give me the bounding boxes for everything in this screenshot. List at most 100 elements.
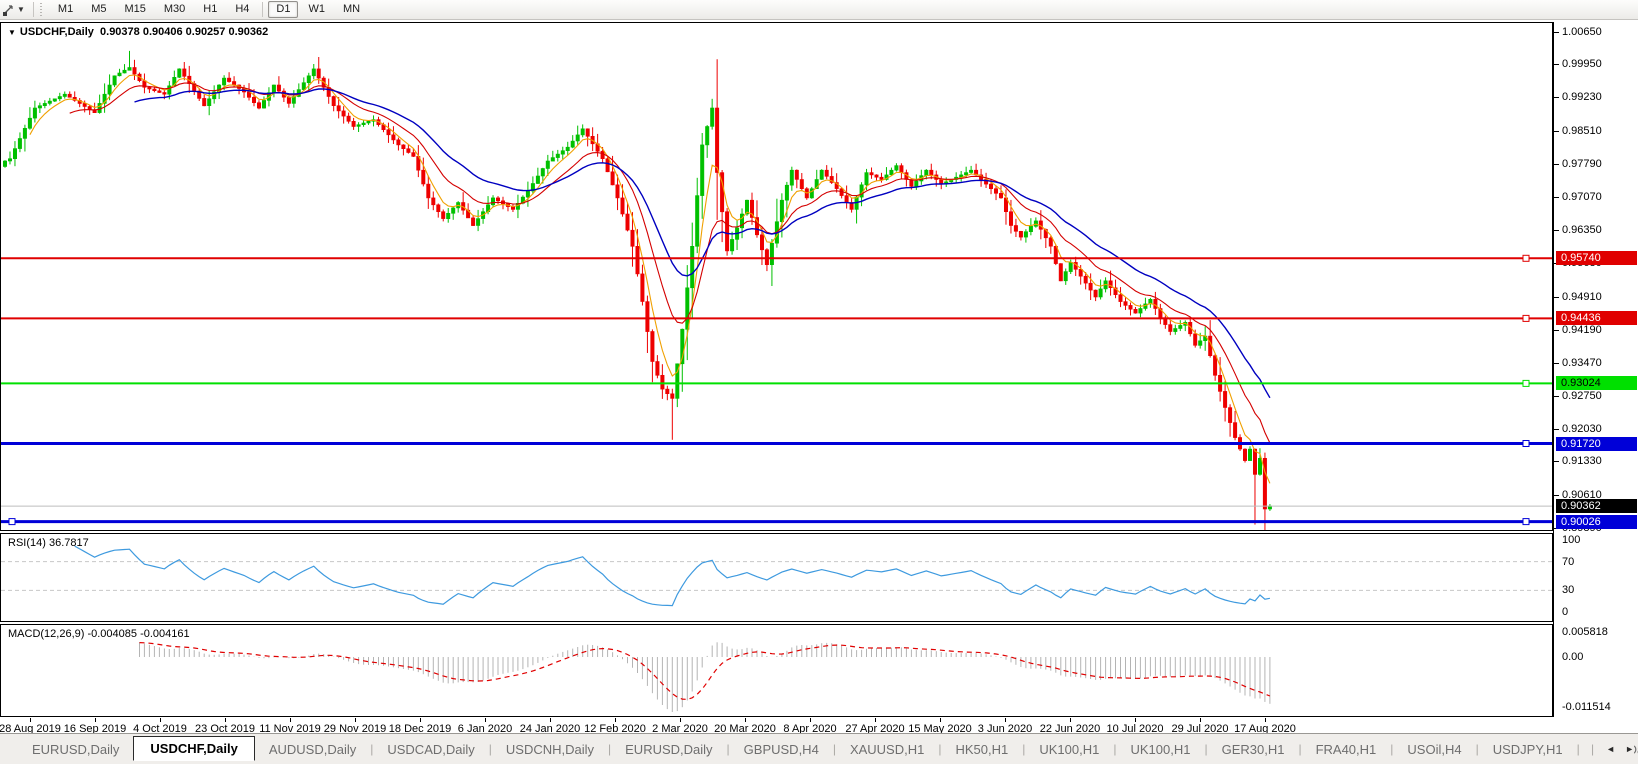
price-tick-mark [1554, 429, 1559, 430]
time-tick-label: 12 Feb 2020 [584, 723, 646, 735]
chart-tab-usdcnh-daily[interactable]: USDCNH,Daily [505, 741, 595, 757]
chart-tab-audusd-daily[interactable]: AUDUSD,Daily [268, 741, 357, 757]
chart-tab-fra40-h1[interactable]: FRA40,H1 [1315, 741, 1377, 757]
time-tick-mark [875, 718, 876, 722]
price-tick-mark [1554, 297, 1559, 298]
timeframe-button-mn[interactable]: MN [342, 3, 361, 15]
timeframe-button-w1[interactable]: W1 [308, 3, 325, 15]
price-tick-label: 0.93470 [1562, 357, 1602, 369]
price-tick-mark [1554, 64, 1559, 65]
timeframe-button-h4[interactable]: H4 [235, 3, 250, 15]
tab-separator: | [1022, 742, 1026, 756]
time-tick-mark [1265, 718, 1266, 722]
hline-handle[interactable] [1522, 379, 1530, 387]
price-tick-mark [1554, 197, 1559, 198]
rsi-indicator-pane[interactable]: RSI(14) 36.7817 [0, 533, 1553, 622]
macd-indicator-pane[interactable]: MACD(12,26,9) -0.004085 -0.004161 [0, 624, 1553, 717]
macd-axis-label: 0.00 [1562, 651, 1584, 663]
hline-handle[interactable] [1522, 518, 1530, 526]
chart-tab-eurusd-daily[interactable]: EURUSD,Daily [32, 741, 120, 757]
timeframe-button-m5[interactable]: M5 [91, 3, 107, 15]
crosshair-cursor-tool-icon[interactable] [0, 2, 16, 17]
cursor-tool-dropdown-caret-icon[interactable]: ▼ [17, 5, 25, 14]
time-tick-label: 3 Jun 2020 [977, 723, 1033, 735]
time-tick-mark [1200, 718, 1201, 722]
crosshair-cursor-glyph [2, 5, 13, 16]
time-tick-mark [615, 718, 616, 722]
price-level-badge-0.95740: 0.95740 [1556, 251, 1637, 265]
chart-tab-uk100-h1[interactable]: UK100,H1 [1130, 741, 1191, 757]
chart-tab-xauusd-h1[interactable]: XAUUSD,H1 [849, 741, 925, 757]
price-chart-canvas[interactable] [1, 23, 1552, 530]
time-tick-mark [680, 718, 681, 722]
time-tick-mark [95, 718, 96, 722]
chart-tab-usoil-h4[interactable]: USOil,H4 [1407, 741, 1462, 757]
price-tick-label: 0.99230 [1562, 91, 1602, 103]
rsi-axis-label: 100 [1562, 534, 1581, 546]
hline-handle[interactable] [1522, 440, 1530, 447]
time-tick-mark [550, 718, 551, 722]
tab-separator: | [1298, 742, 1302, 756]
timeframe-button-m15[interactable]: M15 [124, 3, 146, 15]
tab-separator: | [1390, 742, 1394, 756]
hline-handle[interactable] [1522, 314, 1530, 322]
macd-axis-label: 0.005818 [1562, 626, 1608, 638]
chart-ohlc-values: 0.90378 0.90406 0.90257 0.90362 [100, 26, 269, 38]
toolbar-separator [32, 2, 34, 17]
tab-scroll-left-icon[interactable]: ◄ [1606, 744, 1616, 754]
timeframe-button-m30[interactable]: M30 [163, 3, 186, 15]
timeframe-button-h1[interactable]: H1 [203, 3, 218, 15]
current-price-badge: 0.90362 [1556, 499, 1637, 513]
price-level-badge-0.94436: 0.94436 [1556, 311, 1637, 325]
rsi-canvas[interactable] [1, 534, 1552, 621]
chart-tab-usdcad-daily[interactable]: USDCAD,Daily [387, 741, 475, 757]
price-tick-label: 0.90610 [1562, 489, 1602, 501]
timeframe-button-m1[interactable]: M1 [57, 3, 74, 15]
hline-handle[interactable] [8, 518, 16, 526]
chart-tab-usdjpy-h1[interactable]: USDJPY,H1 [1492, 741, 1563, 757]
chart-tab-gbpusd-h4[interactable]: GBPUSD,H4 [743, 741, 819, 757]
timeframe-button-group: M1 M5 M15 M30 H1 H4 D1 W1 MN [49, 1, 369, 18]
price-level-badge-0.93024: 0.93024 [1556, 376, 1637, 390]
macd-canvas[interactable] [1, 625, 1552, 716]
ma-line-medium[interactable] [69, 82, 1271, 444]
price-tick-mark [1554, 97, 1559, 98]
tab-separator: | [832, 742, 836, 756]
chart-tab-hk50-h1[interactable]: HK50,H1 [955, 741, 1009, 757]
time-tick-label: 15 May 2020 [908, 723, 972, 735]
hline-handle[interactable] [1522, 254, 1530, 262]
tab-separator: | [608, 742, 612, 756]
rsi-axis-label: 70 [1562, 556, 1575, 568]
time-tick-label: 29 Nov 2019 [323, 723, 387, 735]
tab-scroll-right-icon[interactable]: ► [1625, 744, 1634, 754]
chart-tab-usdchf-daily[interactable]: USDCHF,Daily [133, 735, 255, 761]
price-tick-mark [1554, 330, 1559, 331]
time-tick-label: 17 Aug 2020 [1234, 723, 1296, 735]
price-tick-label: 0.96350 [1562, 224, 1602, 236]
main-chart-pane[interactable]: ▼ USDCHF,Daily 0.90378 0.90406 0.90257 0.… [0, 22, 1553, 531]
rsi-line [74, 545, 1271, 607]
timeframe-button-d1[interactable]: D1 [268, 1, 299, 18]
price-tick-mark [1554, 396, 1559, 397]
chart-tab-eurusd-daily[interactable]: EURUSD,Daily [625, 741, 713, 757]
chart-tab-ger30-h1[interactable]: GER30,H1 [1221, 741, 1285, 757]
price-level-badge-0.91720: 0.91720 [1556, 437, 1637, 451]
time-tick-mark [1070, 718, 1071, 722]
time-tick-mark [30, 718, 31, 722]
tab-separator: | [1576, 742, 1580, 756]
collapse-triangle-icon[interactable]: ▼ [8, 28, 16, 37]
toolbar-separator [262, 2, 264, 17]
time-tick-mark [355, 718, 356, 722]
tab-scroll-nav: | ◄ ► [1581, 734, 1634, 764]
time-tick-mark [225, 718, 226, 722]
tab-separator: | [938, 742, 942, 756]
chart-tab-uk100-h1[interactable]: UK100,H1 [1039, 741, 1100, 757]
time-tick-mark [1135, 718, 1136, 722]
time-tick-label: 10 Jul 2020 [1106, 723, 1164, 735]
chart-title: ▼ USDCHF,Daily 0.90378 0.90406 0.90257 0.… [8, 26, 268, 38]
time-tick-mark [1005, 718, 1006, 722]
toolbar-grip-handle[interactable] [39, 3, 44, 16]
price-tick-label: 0.92030 [1562, 423, 1602, 435]
tab-separator: | [726, 742, 730, 756]
